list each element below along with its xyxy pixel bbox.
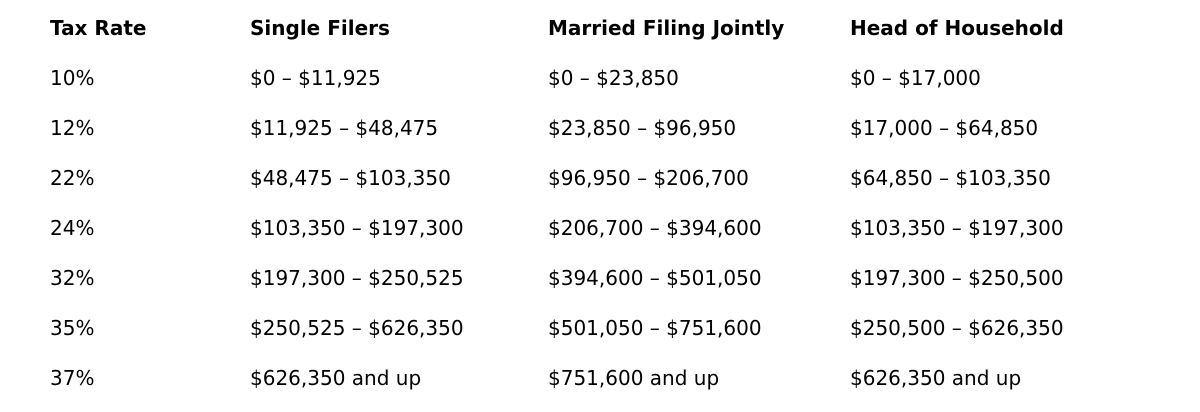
tax-brackets-table: Tax Rate Single Filers Married Filing Jo… (50, 3, 1200, 403)
single-filers-cell: $48,475 – $103,350 (250, 166, 451, 190)
single-filers-cell: $0 – $11,925 (250, 66, 381, 90)
tax-rate-cell: 32% (50, 266, 95, 290)
married-filing-jointly-cell: $394,600 – $501,050 (548, 266, 762, 290)
married-filing-jointly-cell: $0 – $23,850 (548, 66, 679, 90)
single-filers-cell: $197,300 – $250,525 (250, 266, 464, 290)
married-filing-jointly-cell: $501,050 – $751,600 (548, 316, 762, 340)
single-filers-cell: $103,350 – $197,300 (250, 216, 464, 240)
married-filing-jointly-cell: $23,850 – $96,950 (548, 116, 737, 140)
head-of-household-cell: $197,300 – $250,500 (850, 266, 1064, 290)
column-header-head-of-household: Head of Household (850, 16, 1064, 40)
table-row: 37% $626,350 and up $751,600 and up $626… (50, 353, 1200, 403)
tax-rate-cell: 12% (50, 116, 95, 140)
tax-rate-cell: 24% (50, 216, 95, 240)
column-header-married-filing-jointly: Married Filing Jointly (548, 16, 785, 40)
single-filers-cell: $250,525 – $626,350 (250, 316, 464, 340)
tax-rate-cell: 10% (50, 66, 95, 90)
tax-rate-cell: 37% (50, 366, 95, 390)
head-of-household-cell: $0 – $17,000 (850, 66, 981, 90)
table-row: 32% $197,300 – $250,525 $394,600 – $501,… (50, 253, 1200, 303)
table-row: 22% $48,475 – $103,350 $96,950 – $206,70… (50, 153, 1200, 203)
table-row: 10% $0 – $11,925 $0 – $23,850 $0 – $17,0… (50, 53, 1200, 103)
married-filing-jointly-cell: $96,950 – $206,700 (548, 166, 749, 190)
head-of-household-cell: $64,850 – $103,350 (850, 166, 1051, 190)
head-of-household-cell: $250,500 – $626,350 (850, 316, 1064, 340)
married-filing-jointly-cell: $751,600 and up (548, 366, 720, 390)
column-header-single-filers: Single Filers (250, 16, 390, 40)
single-filers-cell: $11,925 – $48,475 (250, 116, 439, 140)
table-row: 35% $250,525 – $626,350 $501,050 – $751,… (50, 303, 1200, 353)
column-header-tax-rate: Tax Rate (50, 16, 147, 40)
table-row: 24% $103,350 – $197,300 $206,700 – $394,… (50, 203, 1200, 253)
table-header-row: Tax Rate Single Filers Married Filing Jo… (50, 3, 1200, 53)
tax-rate-cell: 35% (50, 316, 95, 340)
head-of-household-cell: $103,350 – $197,300 (850, 216, 1064, 240)
tax-rate-cell: 22% (50, 166, 95, 190)
table-row: 12% $11,925 – $48,475 $23,850 – $96,950 … (50, 103, 1200, 153)
married-filing-jointly-cell: $206,700 – $394,600 (548, 216, 762, 240)
head-of-household-cell: $17,000 – $64,850 (850, 116, 1039, 140)
head-of-household-cell: $626,350 and up (850, 366, 1022, 390)
single-filers-cell: $626,350 and up (250, 366, 422, 390)
